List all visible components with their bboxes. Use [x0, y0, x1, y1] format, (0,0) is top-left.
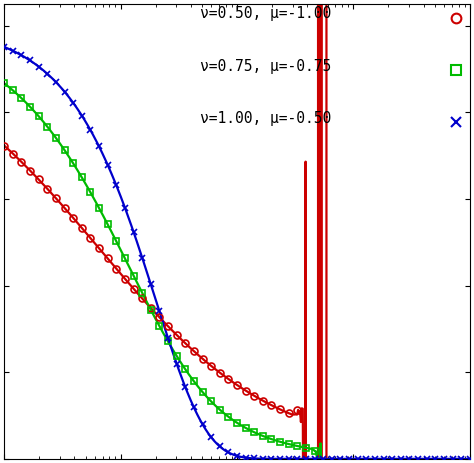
Text: ν=1.00, μ=-0.50: ν=1.00, μ=-0.50	[200, 111, 331, 126]
Text: ν=0.50, μ=-1.00: ν=0.50, μ=-1.00	[200, 6, 331, 21]
Text: ν=0.75, μ=-0.75: ν=0.75, μ=-0.75	[200, 59, 331, 74]
